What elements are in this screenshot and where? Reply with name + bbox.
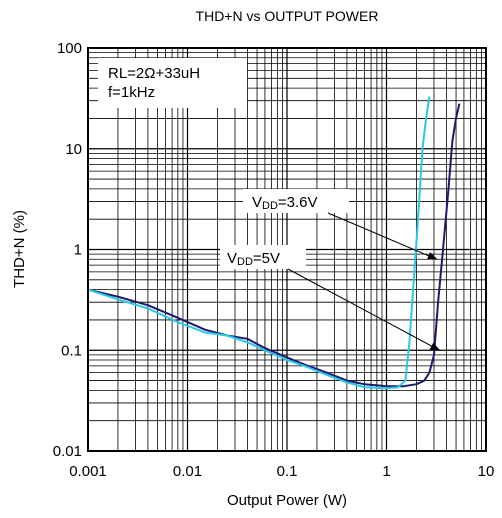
- x-tick-label: 0.01: [173, 463, 202, 480]
- x-tick-label: 1: [382, 463, 390, 480]
- series-line-vdd-3-6v: [87, 96, 431, 390]
- plot-frame: [87, 47, 487, 452]
- condition-freq: f=1kHz: [108, 84, 155, 101]
- conditions-box-bg: [98, 58, 247, 108]
- annotation-bg: [220, 245, 306, 269]
- chart-title: THD+N vs OUTPUT POWER: [196, 8, 379, 24]
- y-tick-label: 10: [65, 141, 82, 158]
- x-tick-label: 0.001: [69, 463, 107, 480]
- conditions-box: RL=2Ω+33uH f=1kHz: [98, 58, 247, 108]
- x-tick-label: 10: [478, 463, 495, 480]
- annotations: VDD=3.6V VDD=5V: [220, 189, 441, 351]
- y-tick-label: 0.01: [53, 443, 82, 460]
- annotation-vdd-5v: VDD=5V: [220, 245, 441, 351]
- annotation-arrow: [287, 268, 441, 351]
- x-tick-label: 0.1: [277, 463, 298, 480]
- annotation-arrow: [327, 212, 438, 260]
- y-tick-label: 0.1: [61, 342, 82, 359]
- annotation-vdd-3-6v: VDD=3.6V: [243, 189, 438, 260]
- y-tick-label: 1: [74, 242, 82, 259]
- tick-labels: 0.001 0.01 0.1 1 10 0.01 0.1 1 10 100: [53, 40, 495, 480]
- x-axis-label: Output Power (W): [227, 492, 347, 509]
- annotation-bg: [243, 189, 349, 213]
- condition-load: RL=2Ω+33uH: [108, 65, 200, 82]
- annotation-label: VDD=5V: [227, 250, 280, 268]
- y-axis-label: THD+N (%): [11, 210, 28, 288]
- series-layer: [87, 96, 461, 390]
- series-line-vdd-5v: [87, 103, 461, 388]
- annotation-label: VDD=3.6V: [252, 194, 318, 212]
- y-tick-label: 100: [57, 40, 82, 57]
